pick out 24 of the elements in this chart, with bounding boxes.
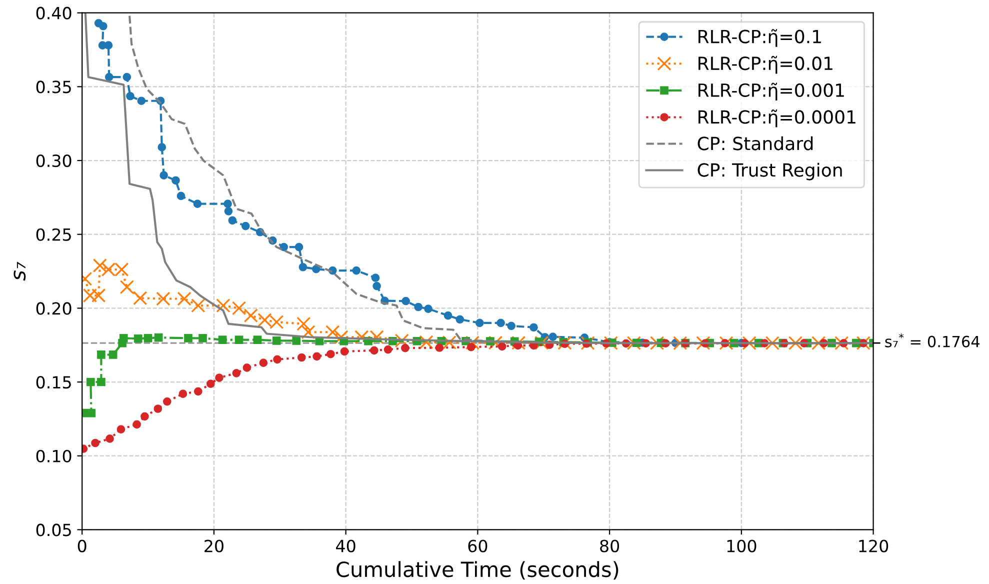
x-tick-label: 80: [600, 540, 620, 552]
y-tick-label: 0.20: [36, 302, 72, 315]
y-tick-label: 0.15: [36, 376, 71, 389]
y-axis-title: s₇: [14, 262, 26, 281]
legend-label: RLR-CP:η̃=0.1: [698, 29, 821, 47]
ref-line-label: s₇$^{*}$ = 0.1764: [885, 333, 980, 348]
x-tick-label: 20: [204, 540, 224, 552]
x-tick-label: 120: [859, 540, 888, 552]
x-tick-label: 100: [727, 540, 756, 552]
y-tick-label: 0.35: [36, 80, 71, 94]
y-tick-label: 0.05: [36, 524, 71, 536]
legend-label: RLR-CP:η̃=0.0001: [698, 110, 856, 128]
y-tick-label: 0.30: [36, 154, 72, 168]
legend-label: CP: Trust Region: [698, 162, 842, 180]
x-tick-label: 40: [336, 540, 356, 552]
y-tick-label: 0.25: [36, 228, 71, 241]
x-tick-label: 60: [468, 540, 488, 552]
legend-label: RLR-CP:η̃=0.01: [698, 56, 832, 74]
legend-label: RLR-CP:η̃=0.001: [698, 82, 844, 100]
y-tick-label: 0.10: [36, 450, 72, 462]
y-tick-label: 0.40: [36, 6, 72, 20]
x-axis-title: Cumulative Time (seconds): [336, 561, 618, 580]
x-tick-label: 0: [78, 540, 86, 552]
legend-label: CP: Standard: [698, 136, 813, 150]
